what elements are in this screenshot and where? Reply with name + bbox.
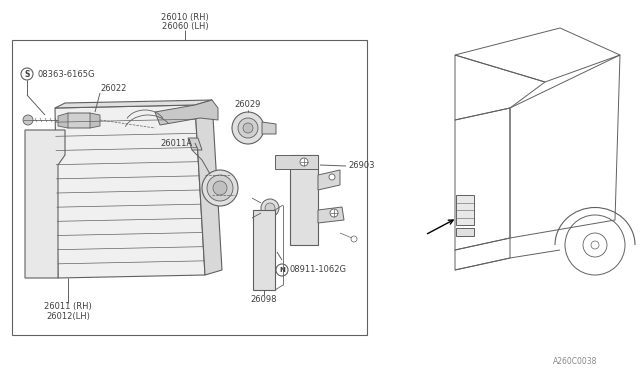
Polygon shape xyxy=(66,113,92,128)
Polygon shape xyxy=(262,122,276,134)
Text: N: N xyxy=(279,267,285,273)
Circle shape xyxy=(21,68,33,80)
Text: A260C0038: A260C0038 xyxy=(553,357,597,366)
Polygon shape xyxy=(188,138,202,150)
Circle shape xyxy=(232,112,264,144)
Polygon shape xyxy=(275,155,318,169)
Bar xyxy=(456,195,474,225)
Text: 26011A: 26011A xyxy=(161,138,193,148)
Polygon shape xyxy=(90,113,100,128)
Bar xyxy=(456,228,474,236)
Polygon shape xyxy=(155,100,218,125)
Circle shape xyxy=(351,236,357,242)
Text: 26011 (RH): 26011 (RH) xyxy=(44,302,92,311)
Circle shape xyxy=(23,115,33,125)
Bar xyxy=(253,210,275,290)
Text: 26029: 26029 xyxy=(235,99,261,109)
Text: 26010 (RH): 26010 (RH) xyxy=(161,13,209,22)
Circle shape xyxy=(243,123,253,133)
Text: 26098: 26098 xyxy=(251,295,277,305)
Circle shape xyxy=(238,118,258,138)
Polygon shape xyxy=(195,100,222,275)
Polygon shape xyxy=(55,100,212,108)
Circle shape xyxy=(207,175,233,201)
Circle shape xyxy=(261,199,279,217)
Circle shape xyxy=(213,181,227,195)
Text: 08363-6165G: 08363-6165G xyxy=(38,70,95,78)
Bar xyxy=(290,155,318,245)
Circle shape xyxy=(300,158,308,166)
Polygon shape xyxy=(318,207,344,223)
Text: 26012(LH): 26012(LH) xyxy=(46,311,90,321)
Polygon shape xyxy=(55,105,205,278)
Circle shape xyxy=(330,209,338,217)
Polygon shape xyxy=(58,113,68,128)
Circle shape xyxy=(202,170,238,206)
Circle shape xyxy=(329,174,335,180)
Bar xyxy=(12,40,367,335)
Text: 26022: 26022 xyxy=(100,83,126,93)
Circle shape xyxy=(265,203,275,213)
Text: S: S xyxy=(24,70,29,78)
Circle shape xyxy=(276,264,288,276)
Text: 26903: 26903 xyxy=(348,160,374,170)
Polygon shape xyxy=(318,170,340,190)
Text: 26060 (LH): 26060 (LH) xyxy=(162,22,208,31)
Polygon shape xyxy=(25,130,65,278)
Text: 08911-1062G: 08911-1062G xyxy=(290,266,347,275)
